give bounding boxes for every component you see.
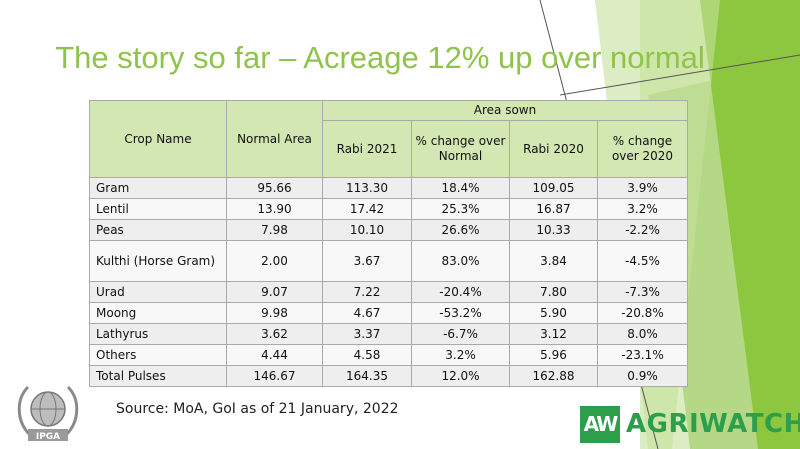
cell-chg-2020: 8.0% — [597, 323, 688, 345]
cell-chg-normal: 83.0% — [411, 240, 510, 282]
cell-crop: Others — [89, 344, 227, 366]
cell-rabi-2020: 16.87 — [509, 198, 598, 220]
header-crop-name: Crop Name — [89, 100, 227, 178]
wreath-right — [64, 385, 79, 437]
agriwatch-logo: AW AGRIWATCH — [580, 406, 800, 443]
source-note: Source: MoA, GoI as of 21 January, 2022 — [116, 401, 399, 417]
table-row: Others 4.44 4.58 3.2% 5.96 -23.1% — [89, 344, 688, 366]
cell-chg-2020: 3.9% — [597, 177, 688, 199]
cell-normal: 7.98 — [226, 219, 323, 241]
cell-crop: Gram — [89, 177, 227, 199]
cell-normal: 9.07 — [226, 281, 323, 303]
cell-crop: Moong — [89, 302, 227, 324]
table-row: Peas 7.98 10.10 26.6% 10.33 -2.2% — [89, 219, 688, 241]
cell-normal: 146.67 — [226, 365, 323, 387]
cell-chg-2020: -23.1% — [597, 344, 688, 366]
cell-rabi-2020: 5.96 — [509, 344, 598, 366]
cell-rabi-2020: 3.84 — [509, 240, 598, 282]
slide-title: The story so far – Acreage 12% up over n… — [55, 40, 705, 75]
cell-chg-2020: 3.2% — [597, 198, 688, 220]
cell-rabi-2021: 4.67 — [322, 302, 412, 324]
table-row: Lentil 13.90 17.42 25.3% 16.87 3.2% — [89, 198, 688, 220]
header-pct-change-2020: % change over 2020 — [597, 120, 688, 178]
cell-rabi-2021: 164.35 — [322, 365, 412, 387]
ipga-logo: IPGA — [17, 385, 79, 442]
cell-chg-2020: -20.8% — [597, 302, 688, 324]
cell-crop: Total Pulses — [89, 365, 227, 387]
table-row: Kulthi (Horse Gram) 2.00 3.67 83.0% 3.84… — [89, 240, 688, 282]
cell-chg-2020: -4.5% — [597, 240, 688, 282]
decor-dark-green-shape — [700, 0, 800, 449]
cell-rabi-2021: 113.30 — [322, 177, 412, 199]
cell-rabi-2020: 162.88 — [509, 365, 598, 387]
cell-rabi-2020: 10.33 — [509, 219, 598, 241]
cell-rabi-2021: 10.10 — [322, 219, 412, 241]
agriwatch-text: AGRIWATCH — [626, 409, 800, 439]
header-normal-area: Normal Area — [226, 100, 323, 178]
cell-rabi-2021: 3.67 — [322, 240, 412, 282]
cell-rabi-2021: 7.22 — [322, 281, 412, 303]
cell-rabi-2020: 3.12 — [509, 323, 598, 345]
decor-line-2 — [559, 54, 800, 96]
cell-normal: 95.66 — [226, 177, 323, 199]
cell-crop: Lathyrus — [89, 323, 227, 345]
cell-crop: Lentil — [89, 198, 227, 220]
table-row-total: Total Pulses 146.67 164.35 12.0% 162.88 … — [89, 365, 688, 387]
table-row: Gram 95.66 113.30 18.4% 109.05 3.9% — [89, 177, 688, 199]
header-rabi-2021: Rabi 2021 — [322, 120, 412, 178]
cell-chg-2020: 0.9% — [597, 365, 688, 387]
header-area-sown: Area sown — [322, 100, 688, 121]
cell-chg-2020: -2.2% — [597, 219, 688, 241]
table-row: Lathyrus 3.62 3.37 -6.7% 3.12 8.0% — [89, 323, 688, 345]
cell-chg-normal: -6.7% — [411, 323, 510, 345]
cell-normal: 13.90 — [226, 198, 323, 220]
cell-rabi-2020: 5.90 — [509, 302, 598, 324]
cell-chg-normal: 18.4% — [411, 177, 510, 199]
cell-chg-2020: -7.3% — [597, 281, 688, 303]
table-row: Urad 9.07 7.22 -20.4% 7.80 -7.3% — [89, 281, 688, 303]
ipga-text: IPGA — [36, 432, 60, 442]
cell-normal: 9.98 — [226, 302, 323, 324]
cell-rabi-2020: 109.05 — [509, 177, 598, 199]
cell-chg-normal: 26.6% — [411, 219, 510, 241]
cell-rabi-2021: 17.42 — [322, 198, 412, 220]
cell-chg-normal: 3.2% — [411, 344, 510, 366]
cell-normal: 2.00 — [226, 240, 323, 282]
wreath-left — [17, 385, 32, 437]
header-rabi-2020: Rabi 2020 — [509, 120, 598, 178]
table-row: Moong 9.98 4.67 -53.2% 5.90 -20.8% — [89, 302, 688, 324]
cell-crop: Peas — [89, 219, 227, 241]
cell-normal: 3.62 — [226, 323, 323, 345]
acreage-table: Crop Name Normal Area Area sown Rabi 202… — [89, 100, 688, 387]
cell-rabi-2021: 4.58 — [322, 344, 412, 366]
cell-crop: Kulthi (Horse Gram) — [89, 240, 227, 282]
cell-rabi-2021: 3.37 — [322, 323, 412, 345]
header-pct-change-normal: % change over Normal — [411, 120, 510, 178]
cell-chg-normal: -20.4% — [411, 281, 510, 303]
cell-normal: 4.44 — [226, 344, 323, 366]
agriwatch-mark: AW — [580, 406, 620, 443]
cell-rabi-2020: 7.80 — [509, 281, 598, 303]
cell-chg-normal: 12.0% — [411, 365, 510, 387]
cell-crop: Urad — [89, 281, 227, 303]
cell-chg-normal: 25.3% — [411, 198, 510, 220]
cell-chg-normal: -53.2% — [411, 302, 510, 324]
